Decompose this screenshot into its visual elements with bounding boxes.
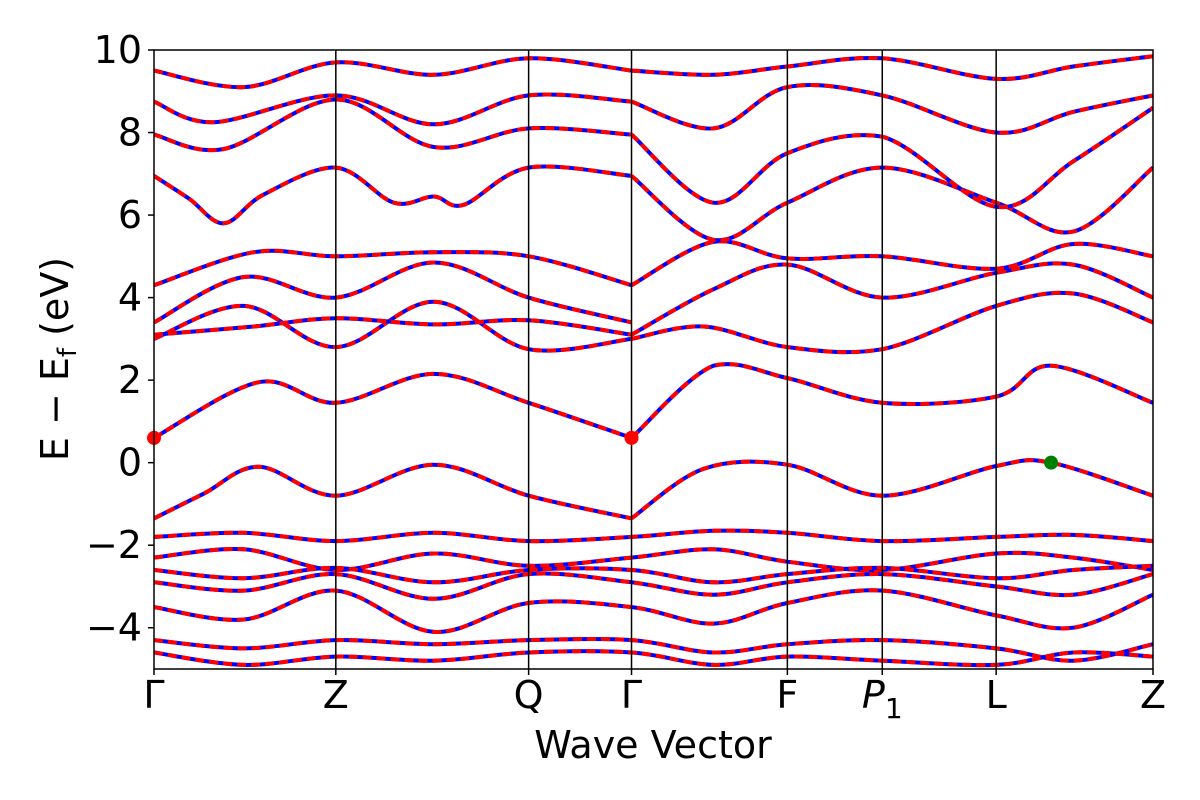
band-edge-markers — [147, 430, 1059, 470]
band-line-spin-up — [630, 106, 1153, 210]
x-axis-ticks: Γ Z Q Γ F P1 L Z — [143, 669, 1166, 725]
vbm-marker — [1044, 455, 1059, 470]
band-line-spin-up — [154, 92, 632, 127]
y-tick-label: 10 — [94, 28, 142, 72]
band-line-spin-up — [154, 316, 632, 337]
y-tick-label: 2 — [118, 358, 142, 402]
band-line-spin-up — [154, 260, 632, 325]
x-tick-label: Z — [1140, 673, 1166, 717]
x-tick-label: F — [776, 673, 798, 717]
x-tick-label: L — [986, 673, 1007, 717]
band-line-spin-down — [154, 56, 632, 90]
band-line-spin-up — [154, 371, 633, 440]
band-line-spin-up — [631, 290, 1153, 355]
band-line-spin-down — [630, 362, 1153, 440]
y-axis-ticks: −4 −2 0 2 4 6 8 10 — [86, 28, 154, 650]
x-tick-label: Z — [323, 673, 349, 717]
y-tick-label: 4 — [118, 276, 142, 320]
y-axis-label-unit: (eV) — [33, 257, 77, 348]
y-axis-label: E − Ef (eV) — [33, 257, 83, 461]
x-axis-label: Wave Vector — [534, 723, 772, 767]
band-line-spin-up — [630, 261, 1153, 337]
bands-layer — [154, 54, 1153, 668]
x-tick-label: Γ — [143, 673, 164, 717]
y-tick-label: −2 — [86, 523, 142, 567]
band-line-spin-down — [154, 260, 632, 325]
band-line-spin-up — [154, 588, 1153, 634]
band-line-spin-up — [154, 97, 632, 153]
band-line-spin-down — [154, 462, 632, 521]
band-line-spin-down — [630, 83, 1153, 135]
band-line-spin-down — [630, 458, 1153, 521]
band-line-spin-down — [631, 290, 1153, 355]
band-line-spin-down — [630, 106, 1153, 210]
band-line-spin-down — [154, 649, 1153, 668]
y-axis-label-sub: f — [53, 347, 83, 357]
band-line-spin-up — [154, 56, 632, 90]
y-tick-label: 0 — [118, 441, 142, 485]
y-tick-label: −4 — [86, 606, 142, 650]
y-tick-label: 8 — [118, 111, 142, 155]
y-axis-label-main: E − E — [33, 357, 77, 461]
band-line-spin-up — [154, 462, 632, 521]
cbm-marker — [624, 430, 639, 445]
x-tick-label: P1 — [862, 673, 903, 725]
band-line-spin-up — [630, 83, 1153, 135]
kpoint-lines — [335, 50, 997, 669]
band-line-spin-up — [154, 164, 632, 226]
x-tick-label: Q — [514, 673, 544, 717]
plot-frame — [153, 49, 1154, 670]
band-line-spin-up — [154, 547, 1153, 573]
band-line-spin-up — [154, 299, 632, 353]
x-tick-label: Γ — [621, 673, 642, 717]
band-line-spin-up — [630, 165, 1153, 243]
y-tick-label: 6 — [118, 193, 142, 237]
band-line-spin-up — [630, 362, 1153, 440]
band-line-spin-down — [154, 528, 1153, 544]
band-line-spin-down — [154, 164, 632, 226]
band-line-spin-up — [154, 248, 633, 288]
